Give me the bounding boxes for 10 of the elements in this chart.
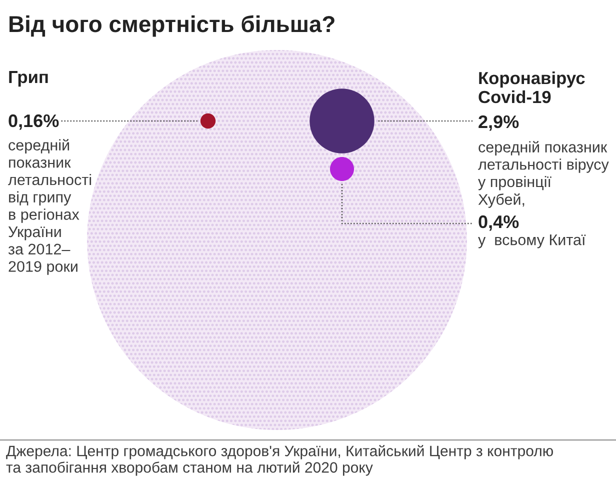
category-label: Коронавірус Covid-19	[478, 71, 585, 104]
text: середній показник летальності вірусу у провінції Хубей,	[478, 141, 609, 208]
text: Від чого смертність більша?	[10, 15, 334, 37]
text: середній показник летальності від грипу в регіонах України за 2012– 2019 роки	[8, 139, 92, 275]
data-label: 0,4%	[478, 215, 519, 231]
data-label: 0,16%	[8, 114, 59, 130]
text: Джерела: Центр громадського здоров'я України, Китайський Центр з контролю та запобігання хворобам станом на лютий 2020 року	[6, 445, 553, 476]
text: у всьому Китаї	[478, 234, 586, 248]
data-label: 2,9%	[478, 115, 519, 131]
category-label: Грип	[9, 71, 48, 87]
